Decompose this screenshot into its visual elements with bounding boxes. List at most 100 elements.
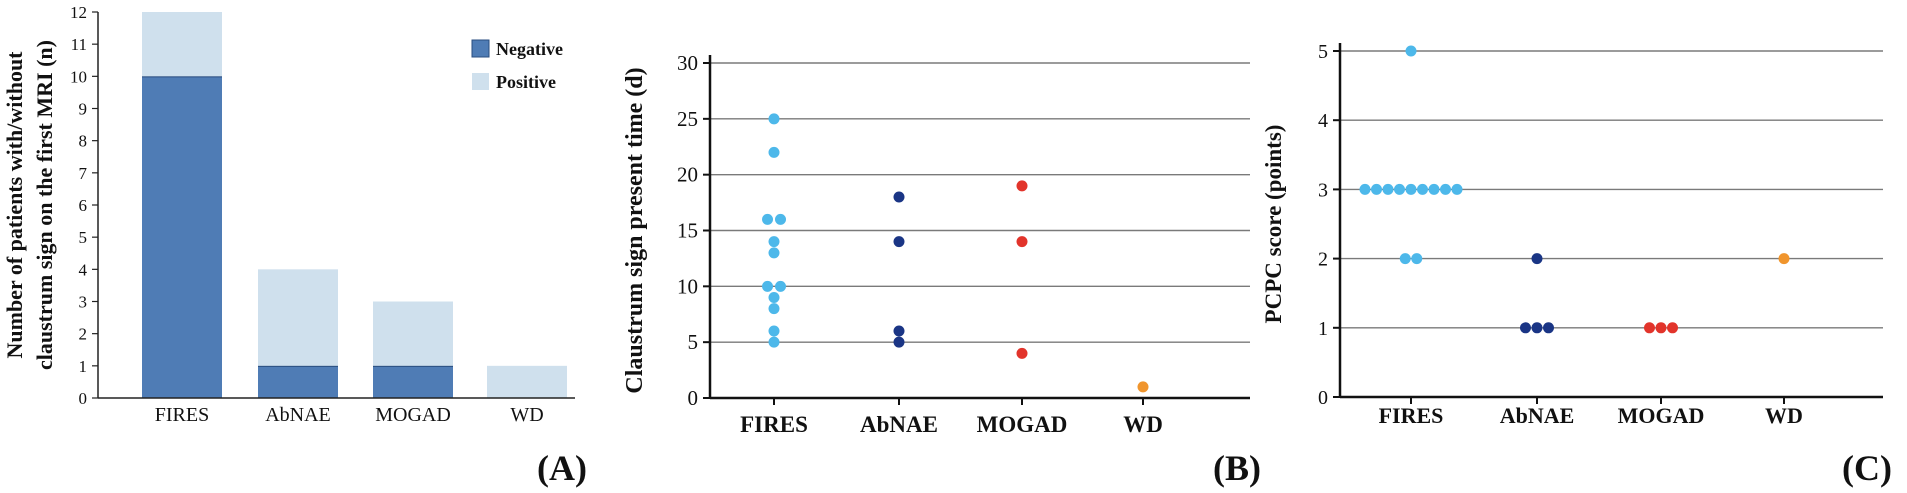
y-tick-label: 12 <box>70 3 87 22</box>
data-point-fires <box>768 247 780 259</box>
y-tick-label: 6 <box>79 196 88 215</box>
data-point-fires <box>775 280 786 292</box>
y-tick-label: 5 <box>79 228 88 247</box>
x-tick-label: WD <box>1765 403 1803 428</box>
data-point-mogad <box>1016 236 1028 248</box>
data-point-mogad <box>1667 322 1678 334</box>
panel-label-b: (B) <box>1213 448 1261 488</box>
x-tick-label: AbNAE <box>860 412 938 437</box>
legend-swatch-negative <box>471 39 490 58</box>
data-point-fires <box>768 325 780 337</box>
data-point-fires <box>1371 183 1382 195</box>
legend-label-positive: Positive <box>496 72 556 92</box>
data-point-fires <box>762 280 773 292</box>
y-tick-label: 5 <box>1318 41 1328 63</box>
y-tick-label: 8 <box>79 132 88 151</box>
data-point-fires <box>1411 253 1423 265</box>
x-tick-label: MOGAD <box>977 412 1068 437</box>
data-point-fires <box>768 113 780 125</box>
panel-b-scatter-chart: 0 5 10 15 20 25 30 FIRES AbNAE MOGAD WD Claustrum s… <box>622 51 1250 437</box>
data-point-fires <box>1428 183 1440 195</box>
data-point-abnae <box>893 236 905 248</box>
data-point-fires <box>768 336 780 348</box>
y-tick-label: 0 <box>79 389 88 408</box>
data-point-fires <box>768 292 780 303</box>
data-point-fires <box>1359 183 1371 195</box>
y-tick-label: 11 <box>71 35 87 54</box>
data-point-fires <box>1399 253 1411 265</box>
data-point-abnae <box>1531 253 1543 265</box>
y-axis-label-line: claustrum sign on the first MRI (n) <box>32 40 57 370</box>
legend-label-negative: Negative <box>496 39 563 59</box>
y-tick-label: 3 <box>79 293 88 312</box>
y-tick-label: 5 <box>688 330 699 354</box>
x-tick-label: FIRES <box>155 404 209 426</box>
legend-swatch-positive <box>472 73 489 90</box>
y-tick-label: 4 <box>1318 110 1328 132</box>
y-tick-label: 9 <box>79 100 88 119</box>
y-axis-label: Claustrum sign present time (d) <box>622 67 648 393</box>
y-tick-label: 1 <box>79 357 88 376</box>
data-point-fires <box>1440 183 1451 195</box>
y-tick-label: 2 <box>1318 249 1328 271</box>
y-axis-label-line: Number of patients with/without <box>2 51 27 359</box>
y-tick-label: 10 <box>677 274 698 298</box>
x-tick-label: FIRES <box>740 412 808 437</box>
bar-positive-wd <box>487 365 567 398</box>
y-tick-label: 7 <box>79 164 88 183</box>
data-point-abnae <box>893 191 905 203</box>
x-tick-label: AbNAE <box>1500 403 1575 428</box>
data-point-mogad <box>1655 322 1667 334</box>
y-tick-label: 25 <box>677 107 698 131</box>
data-point-wd <box>1137 381 1149 393</box>
data-point-fires <box>1451 183 1463 195</box>
data-point-wd <box>1778 253 1790 265</box>
y-axis-label: PCPC score (points) <box>1261 125 1286 324</box>
data-point-abnae <box>1543 322 1554 334</box>
y-tick-label: 3 <box>1318 179 1328 201</box>
panel-label-c: (C) <box>1842 448 1892 488</box>
y-tick-label: 30 <box>677 51 698 75</box>
x-tick-label: WD <box>1123 412 1163 437</box>
data-point-mogad <box>1016 180 1028 192</box>
panel-c-scatter-chart: 0 1 2 3 4 5 FIRES AbNAE MOGAD WD PCPC score (point… <box>1261 41 1883 428</box>
x-tick-label: MOGAD <box>1618 403 1705 428</box>
y-tick-label: 10 <box>70 67 87 86</box>
y-tick-label: 2 <box>79 325 88 344</box>
y-tick-label: 1 <box>1318 318 1328 340</box>
bar-negative-fires <box>142 76 222 398</box>
bar-positive-mogad <box>373 301 453 366</box>
data-point-fires <box>768 146 780 158</box>
bar-negative-abnae <box>258 365 338 398</box>
data-point-abnae <box>893 325 905 337</box>
data-point-fires <box>762 213 773 225</box>
x-tick-label: WD <box>510 404 543 426</box>
y-tick-label: 0 <box>1318 387 1328 409</box>
data-point-fires <box>1405 45 1417 57</box>
bar-positive-fires <box>142 12 222 77</box>
data-point-fires <box>768 236 780 248</box>
y-tick-label: 15 <box>677 219 698 243</box>
data-point-fires <box>1417 183 1428 195</box>
x-tick-label: FIRES <box>1379 403 1444 428</box>
y-tick-label: 20 <box>677 163 698 187</box>
bar-positive-abnae <box>258 269 338 366</box>
data-point-fires <box>1405 183 1417 195</box>
data-point-abnae <box>1531 322 1543 334</box>
y-tick-label: 0 <box>688 386 699 410</box>
x-tick-label: AbNAE <box>265 404 331 426</box>
data-point-abnae <box>893 336 905 348</box>
data-point-mogad <box>1644 322 1655 334</box>
panel-label-a: (A) <box>537 448 587 488</box>
data-point-fires <box>1382 183 1394 195</box>
data-point-fires <box>1394 183 1405 195</box>
data-point-mogad <box>1016 347 1028 359</box>
data-point-fires <box>775 213 786 225</box>
data-point-fires <box>768 303 780 315</box>
y-tick-label: 4 <box>79 260 88 279</box>
bar-negative-mogad <box>373 365 453 398</box>
data-point-abnae <box>1520 322 1531 334</box>
x-tick-label: MOGAD <box>375 404 451 426</box>
